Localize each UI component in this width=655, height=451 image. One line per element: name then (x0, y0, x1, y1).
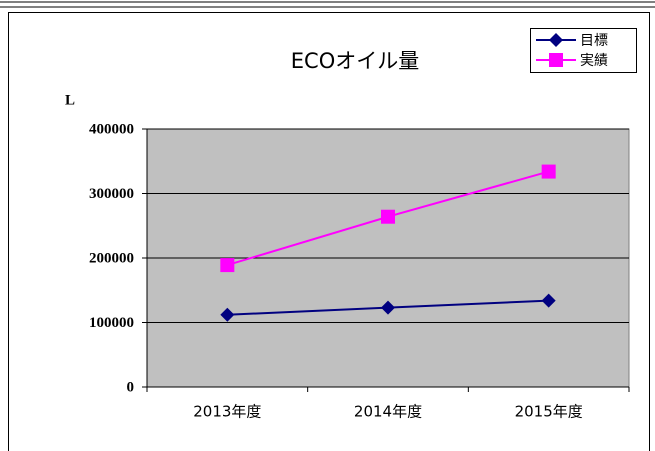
marker (549, 33, 563, 47)
y-tick-label: 400000 (89, 121, 134, 137)
chart-title: ECOオイル量 (291, 49, 419, 73)
y-axis-label: L (65, 92, 75, 108)
marker (541, 293, 556, 308)
y-tick-label: 200000 (89, 250, 134, 266)
x-tick-label: 2014年度 (354, 403, 422, 421)
marker (541, 164, 556, 179)
x-tick-label: 2015年度 (515, 403, 583, 421)
legend-label: 実績 (580, 53, 608, 69)
y-tick-label: 300000 (89, 186, 134, 202)
marker (381, 209, 395, 224)
marker (381, 300, 395, 315)
legend-box (530, 28, 637, 73)
y-tick-label: 100000 (89, 315, 134, 331)
x-tick-label: 2013年度 (193, 403, 261, 421)
marker (549, 53, 563, 67)
y-tick-label: 0 (127, 379, 135, 395)
legend-label: 目標 (580, 33, 608, 49)
marker (220, 307, 235, 322)
marker (220, 258, 235, 273)
